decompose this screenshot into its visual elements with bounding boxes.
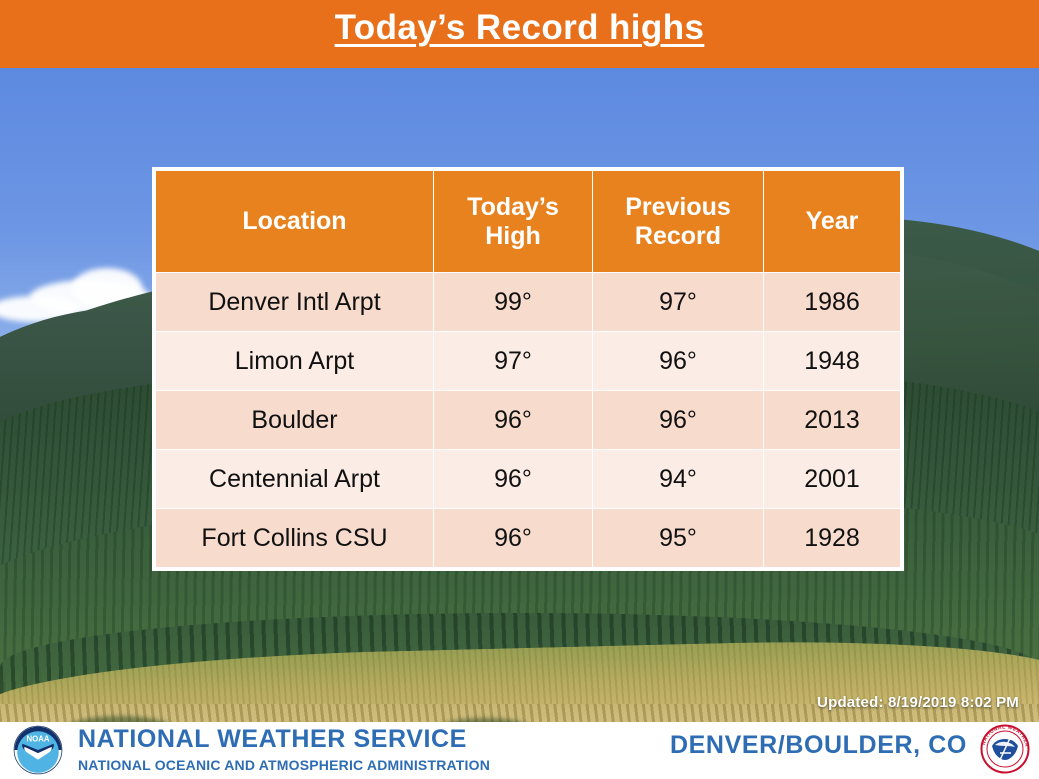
office-name: DENVER/BOULDER, CO xyxy=(670,731,967,759)
svg-text:NOAA: NOAA xyxy=(27,735,50,744)
cell-location: Denver Intl Arpt xyxy=(155,272,434,332)
cell-location: Limon Arpt xyxy=(155,331,434,391)
agency-name: NATIONAL WEATHER SERVICE xyxy=(78,725,467,753)
column-header-year: Year xyxy=(763,170,901,273)
cell-year: 2013 xyxy=(763,390,901,450)
table-row: Fort Collins CSU 96° 95° 1928 xyxy=(155,508,901,568)
title-banner: Today’s Record highs xyxy=(0,0,1039,68)
cell-previous-record: 95° xyxy=(592,508,764,568)
column-header-todays-high-line1: Today’s xyxy=(467,192,559,221)
cell-year: 2001 xyxy=(763,449,901,509)
table-row: Denver Intl Arpt 99° 97° 1986 xyxy=(155,272,901,332)
cell-year: 1928 xyxy=(763,508,901,568)
cell-location: Fort Collins CSU xyxy=(155,508,434,568)
cell-previous-record: 96° xyxy=(592,390,764,450)
column-header-location: Location xyxy=(155,170,434,273)
cell-todays-high: 99° xyxy=(433,272,593,332)
column-header-previous-record: Previous Record xyxy=(592,170,764,273)
cell-todays-high: 96° xyxy=(433,508,593,568)
cell-todays-high: 97° xyxy=(433,331,593,391)
cell-year: 1948 xyxy=(763,331,901,391)
table-header-row: Location Today’s High Previous Record Ye… xyxy=(155,170,901,273)
table-row: Boulder 96° 96° 2013 xyxy=(155,390,901,450)
shrub-shape xyxy=(430,718,540,722)
column-header-todays-high: Today’s High xyxy=(433,170,593,273)
nws-seal-icon: NATIONAL WEATHER SERVICE xyxy=(980,724,1030,774)
page-title: Today’s Record highs xyxy=(334,8,705,47)
grass-foreground xyxy=(0,704,1039,722)
shrub-shape xyxy=(60,716,180,722)
cell-year: 1986 xyxy=(763,272,901,332)
column-header-todays-high-line2: High xyxy=(485,221,541,250)
column-header-previous-record-line1: Previous xyxy=(625,192,731,221)
cell-previous-record: 94° xyxy=(592,449,764,509)
footer-bar xyxy=(0,722,1039,779)
cell-todays-high: 96° xyxy=(433,449,593,509)
cell-location: Centennial Arpt xyxy=(155,449,434,509)
table-row: Centennial Arpt 96° 94° 2001 xyxy=(155,449,901,509)
column-header-previous-record-line2: Record xyxy=(634,221,722,250)
noaa-logo-icon: NOAA xyxy=(13,725,63,775)
table-row: Limon Arpt 97° 96° 1948 xyxy=(155,331,901,391)
updated-timestamp: Updated: 8/19/2019 8:02 PM xyxy=(817,694,1019,711)
cell-location: Boulder xyxy=(155,390,434,450)
cell-previous-record: 97° xyxy=(592,272,764,332)
cell-previous-record: 96° xyxy=(592,331,764,391)
agency-text-block: NATIONAL WEATHER SERVICE NATIONAL OCEANI… xyxy=(78,725,491,773)
record-highs-table: Location Today’s High Previous Record Ye… xyxy=(155,170,901,568)
agency-subtitle: NATIONAL OCEANIC AND ATMOSPHERIC ADMINIS… xyxy=(78,757,491,773)
cell-todays-high: 96° xyxy=(433,390,593,450)
